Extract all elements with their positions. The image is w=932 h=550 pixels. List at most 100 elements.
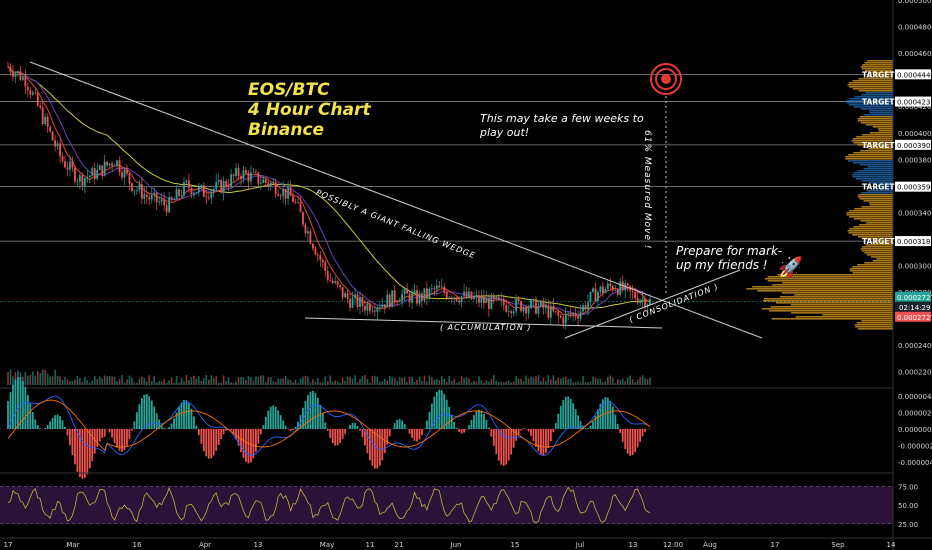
volume-bar [416,379,418,385]
volume-bar [121,375,123,385]
macd-hist-bar [421,429,423,436]
macd-hist-bar [403,423,406,429]
volume-profile-bar [851,174,893,176]
volume-bar [458,381,460,385]
macd-hist-bar [606,397,609,429]
volume-profile-bar [878,130,893,132]
candle-body [460,296,463,303]
rsi-tick-label: 50.00 [898,502,918,510]
macd-hist-bar [455,427,458,429]
macd-hist-bar [101,429,104,438]
macd-hist-bar [388,429,391,437]
volume-bar [264,382,267,385]
volume-bar [71,381,74,385]
candle-body [242,170,245,180]
volume-bar [522,381,525,385]
candle-body [259,182,262,184]
volume-profile-bar [852,272,893,274]
volume-profile-bar [791,312,893,314]
volume-profile-bar [849,98,893,100]
volume-bar [302,376,304,385]
macd-hist-bar [557,413,560,429]
macd-hist-bar [334,429,337,446]
volume-bar [483,382,485,385]
candle-body [438,285,441,288]
candle-body [155,192,158,203]
macd-hist-bar [517,429,520,435]
volume-bar [589,381,592,385]
macd-hist-bar [222,429,225,435]
candle-body [175,189,178,200]
volume-bar [212,378,215,385]
candle-body [532,299,535,301]
candle-body [366,303,369,311]
macd-hist-bar [542,429,545,455]
volume-profile-bar [860,122,893,124]
volume-bar [502,382,505,385]
macd-hist-bar [284,425,287,429]
macd-hist-bar [19,377,22,429]
macd-hist-bar [83,429,86,478]
volume-bar [552,375,555,385]
volume-profile-bar [871,256,893,258]
volume-bar [207,379,210,385]
macd-hist-bar [54,415,56,429]
candle-body [359,297,361,307]
macd-hist-bar [562,400,565,429]
macd-hist-bar [594,415,597,429]
volume-profile-bar [769,310,893,312]
volume-bar [150,381,153,385]
volume-profile-bar [854,324,893,326]
volume-profile-bar [863,200,893,202]
candle-body [69,161,71,170]
volume-profile-bar [852,138,893,140]
candle-body [78,175,81,182]
note-text: This may take a few weeks to play out! [480,112,644,139]
macd-hist-bar [242,429,245,458]
volume-bar [257,377,260,385]
candle-body [232,174,235,176]
candle-body [577,316,580,319]
time-axis[interactable]: 17 Mar 16 Apr 13 May 11 21 Jun 15 Jul 13 12:00 Aug 17 S… [0,537,932,549]
y-tick-label: 0.0002200 [898,369,932,377]
macd-hist-bar [520,429,523,431]
volume-profile-bar [861,246,893,248]
macd-hist-bar [76,429,79,472]
macd-hist-bar [131,429,133,431]
macd-hist-bar [217,429,220,446]
candle-body [619,281,622,295]
x-tick-label: Jul [575,541,585,549]
candle-body [101,165,104,176]
macd-hist-bar [173,418,175,429]
volume-bar [351,378,354,385]
candle-body [381,304,384,308]
volume-bar [153,375,156,385]
volume-profile-bar [869,204,893,206]
macd-hist-bar [510,429,513,455]
volume-profile-bar [790,304,893,306]
volume-profile-bar [860,150,893,152]
candle-body [589,291,592,303]
candle-body [302,212,304,225]
candle-body [351,297,354,308]
candle-body [639,300,641,304]
volume-bar [46,373,49,385]
candle-body [510,311,513,314]
macd-hist-bar [495,429,498,455]
macd-hist-bar [111,429,114,438]
volume-profile-bar [772,284,893,286]
candle-body [557,311,560,316]
macd-hist-bar [383,429,386,454]
macd-hist-bar [17,376,19,429]
volume-profile-bar [847,160,893,162]
title-line-exchange: Binance [248,120,325,140]
candle-body [311,243,314,249]
volume-bar [123,382,126,385]
macd-hist-bar [207,429,210,459]
macd-hist-bar [592,421,594,429]
volume-bar [597,379,599,385]
volume-bar [559,378,562,385]
macd-hist-bar [356,425,359,429]
volume-profile-bar [857,120,893,122]
